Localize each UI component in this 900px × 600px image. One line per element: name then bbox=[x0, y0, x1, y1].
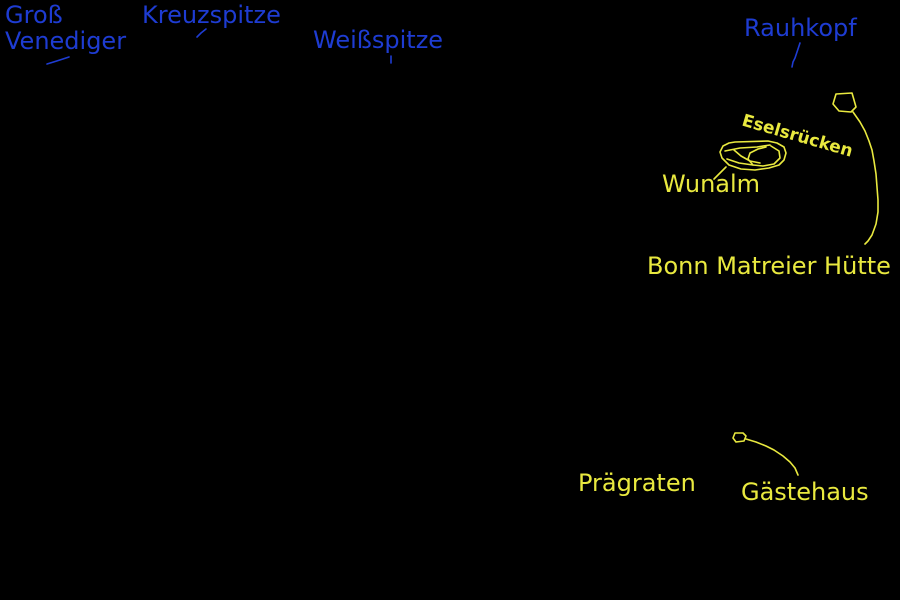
eselsruecken-ridge-track[interactable] bbox=[852, 111, 879, 245]
wunalm-leader-line[interactable] bbox=[713, 166, 727, 180]
peak-label-gross-venediger-line2: Venediger bbox=[5, 27, 127, 55]
place-label-gaestehaus[interactable]: Gästehaus bbox=[741, 478, 869, 506]
wunalm-inner-track-1[interactable] bbox=[724, 144, 771, 152]
wunalm-loop-track[interactable] bbox=[719, 140, 787, 171]
peak-label-weissspitze[interactable]: Weißspitze bbox=[313, 26, 444, 54]
peak-label-gross-venediger[interactable]: Groß Venediger bbox=[5, 2, 126, 54]
peak-label-rauhkopf[interactable]: Rauhkopf bbox=[744, 14, 857, 42]
eselsruecken-polygon-track[interactable] bbox=[832, 92, 857, 113]
gaestehaus-path-track[interactable] bbox=[745, 438, 799, 476]
peak-label-gross-venediger-line1: Groß bbox=[5, 1, 63, 29]
gross-venediger-leader-line[interactable] bbox=[46, 56, 70, 65]
kreuzspitze-leader-line[interactable] bbox=[196, 28, 207, 38]
place-label-bonn-matreier-huette[interactable]: Bonn Matreier Hütte bbox=[647, 252, 891, 280]
wunalm-inner-track-2[interactable] bbox=[747, 145, 781, 167]
place-label-praegraten[interactable]: Prägraten bbox=[578, 469, 696, 497]
rauhkopf-leader-line[interactable] bbox=[791, 42, 801, 68]
peak-label-kreuzspitze[interactable]: Kreuzspitze bbox=[142, 1, 281, 29]
wunalm-inner-track-4[interactable] bbox=[733, 149, 761, 164]
wunalm-inner-track-3[interactable] bbox=[726, 158, 754, 166]
place-label-wunalm[interactable]: Wunalm bbox=[662, 170, 761, 198]
gaestehaus-polygon-track[interactable] bbox=[732, 432, 747, 443]
